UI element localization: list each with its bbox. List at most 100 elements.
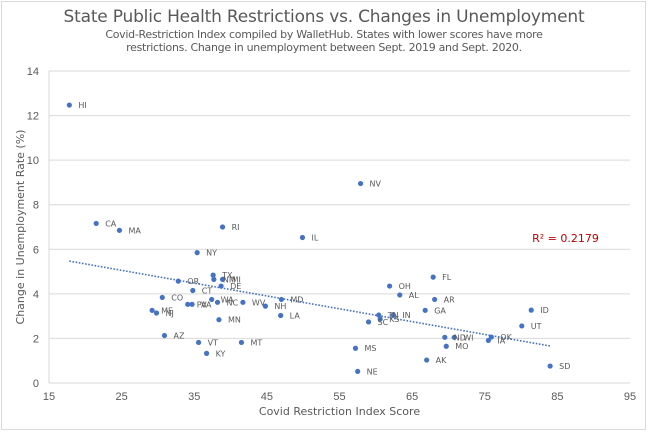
data-label-ne: NE xyxy=(367,367,378,376)
data-label-me: ME xyxy=(161,306,173,315)
data-point-tx xyxy=(210,272,216,278)
y-axis-title: Change in Unemployment Rate (%) xyxy=(14,130,27,325)
data-point-mi xyxy=(219,276,226,282)
x-tick-label: 65 xyxy=(406,391,418,403)
data-point-ca xyxy=(93,220,99,227)
data-label-ky: KY xyxy=(216,349,226,358)
x-tick-label: 35 xyxy=(188,391,200,403)
data-point-sd xyxy=(547,363,553,369)
y-tick-label: 8 xyxy=(33,200,39,212)
data-points xyxy=(66,102,553,375)
data-point-id xyxy=(528,307,534,313)
data-label-hi: HI xyxy=(78,101,86,110)
data-point-co xyxy=(159,294,165,301)
data-point-mt xyxy=(238,339,245,346)
data-point-vt xyxy=(196,339,202,346)
data-label-sc: SC xyxy=(378,318,389,327)
data-label-nm: NM xyxy=(223,275,236,284)
data-label-ri: RI xyxy=(232,223,240,232)
data-label-nh: NH xyxy=(274,302,286,311)
data-label-fl: FL xyxy=(442,273,452,282)
data-point-or xyxy=(175,278,181,284)
x-tick-label: 85 xyxy=(551,391,563,403)
data-point-ia xyxy=(485,337,491,344)
data-point-va xyxy=(189,301,195,307)
data-point-la xyxy=(278,312,284,319)
data-label-ks: KS xyxy=(389,315,399,324)
data-label-oh: OH xyxy=(399,282,411,291)
x-tick-labels: 15 25 35 45 55 65 75 85 95 xyxy=(43,391,636,403)
data-point-fl xyxy=(430,274,436,280)
data-point-sc xyxy=(365,319,372,325)
data-point-ma xyxy=(116,227,123,233)
data-point-ky xyxy=(203,350,210,356)
data-label-tn: TN xyxy=(387,311,399,320)
data-point-ks xyxy=(377,316,383,322)
data-point-in xyxy=(390,312,396,318)
data-point-wi xyxy=(451,334,457,340)
data-point-nm xyxy=(211,276,217,282)
r-squared-label: R² = 0.2179 xyxy=(532,232,599,245)
data-point-wv xyxy=(240,299,246,305)
data-label-nj: NJ xyxy=(165,309,173,318)
chart-title: State Public Health Restrictions vs. Cha… xyxy=(63,7,585,27)
data-point-mo xyxy=(443,343,449,349)
data-point-il xyxy=(299,234,306,241)
data-label-ca: CA xyxy=(105,219,117,228)
data-label-ar: AR xyxy=(444,295,455,304)
data-point-tn xyxy=(376,312,382,318)
data-label-in: IN xyxy=(402,311,410,320)
data-label-ny: NY xyxy=(206,249,217,258)
x-tick-label: 75 xyxy=(479,391,491,403)
data-point-ct xyxy=(190,287,196,294)
y-tick-label: 10 xyxy=(27,155,39,167)
y-tick-label: 12 xyxy=(27,111,39,123)
x-tick-label: 25 xyxy=(116,391,128,403)
data-label-mo: MO xyxy=(455,342,468,351)
data-label-vt: VT xyxy=(208,338,218,347)
data-label-co: CO xyxy=(171,293,183,302)
x-axis-title: Covid Restriction Index Score xyxy=(259,405,420,418)
data-label-ct: CT xyxy=(202,287,213,296)
data-label-wv: WV xyxy=(252,298,266,307)
data-label-la: LA xyxy=(290,311,301,320)
data-point-ut xyxy=(519,323,525,329)
data-point-nj xyxy=(153,310,160,316)
data-point-ne xyxy=(355,368,361,375)
trendline xyxy=(69,260,551,347)
data-point-pa xyxy=(185,301,191,307)
data-point-mn xyxy=(216,317,222,323)
data-point-de xyxy=(218,283,224,289)
data-point-ak xyxy=(424,357,430,363)
y-tick-label: 14 xyxy=(27,66,39,78)
chart-subtitle: Covid-Restriction Index compiled by Wall… xyxy=(105,28,543,54)
data-point-hi xyxy=(66,102,72,108)
data-label-mi: MI xyxy=(232,275,241,284)
x-tick-label: 15 xyxy=(43,391,55,403)
data-point-az xyxy=(161,332,168,339)
data-label-tx: TX xyxy=(221,271,233,280)
data-label-ut: UT xyxy=(531,322,542,331)
data-point-oh xyxy=(387,283,393,289)
x-tick-label: 95 xyxy=(624,391,636,403)
data-label-nc: NC xyxy=(226,298,238,307)
y-tick-label: 2 xyxy=(33,333,39,345)
data-label-or: OR xyxy=(187,277,199,286)
data-label-il: IL xyxy=(311,233,318,242)
data-label-ga: GA xyxy=(434,306,446,315)
data-point-me xyxy=(149,307,155,313)
data-label-wa: WA xyxy=(221,295,234,304)
data-label-mt: MT xyxy=(250,338,262,347)
data-label-nd: ND xyxy=(454,333,466,342)
data-point-nc xyxy=(214,299,221,305)
y-tick-label: 6 xyxy=(33,244,39,256)
axes xyxy=(48,71,630,384)
y-tick-label: 4 xyxy=(33,289,39,301)
data-label-va: VA xyxy=(201,300,212,309)
data-point-wa xyxy=(209,296,215,303)
data-point-ri xyxy=(219,224,226,230)
data-label-nv: NV xyxy=(370,180,382,189)
